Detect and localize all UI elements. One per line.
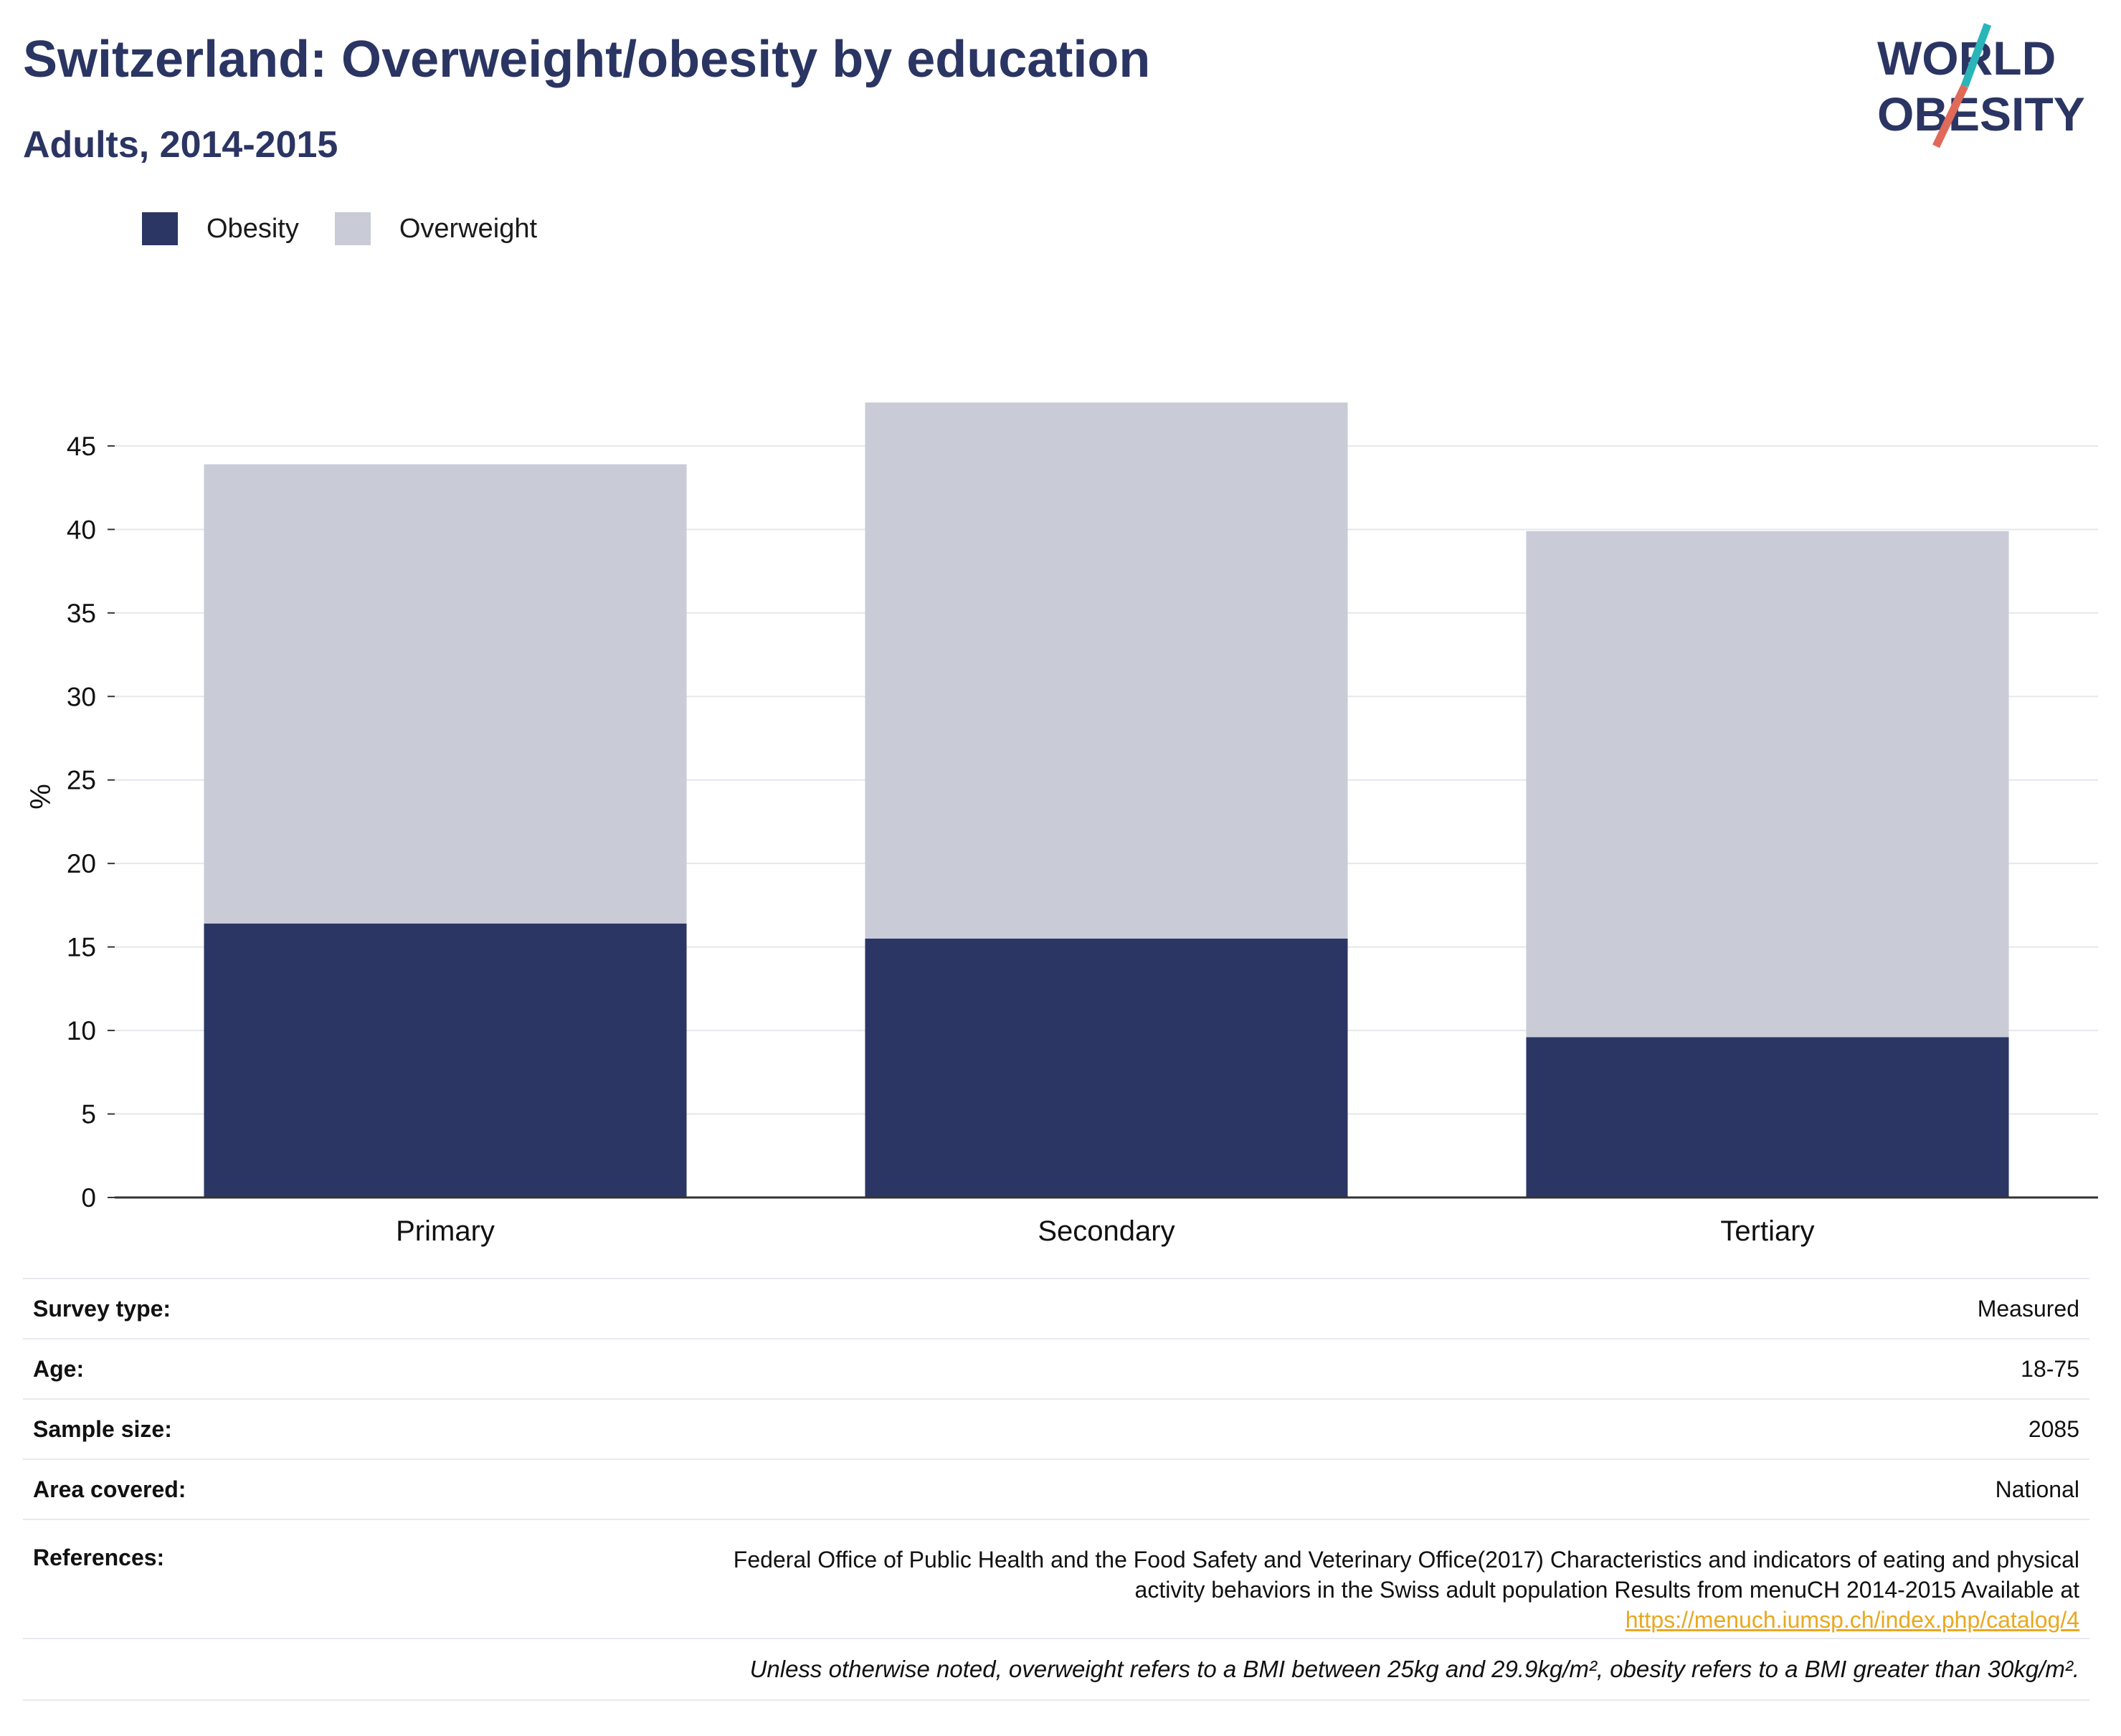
meta-row-references: References: Federal Office of Public Hea… xyxy=(23,1519,2089,1638)
legend-label-obesity: Obesity xyxy=(207,213,299,244)
references-link[interactable]: https://menuch.iumsp.ch/index.php/catalo… xyxy=(1625,1607,2079,1633)
chart-subtitle: Adults, 2014-2015 xyxy=(23,124,338,166)
logo-text-obesity: OBESITY xyxy=(1877,87,2085,141)
survey-metadata: Survey type: Measured Age: 18-75 Sample … xyxy=(23,1278,2089,1701)
logo-slash-teal xyxy=(1960,23,1992,87)
chart-title: Switzerland: Overweight/obesity by educa… xyxy=(23,31,1151,88)
y-tick-label: 5 xyxy=(81,1100,96,1129)
legend: Obesity Overweight xyxy=(142,212,573,245)
bar-obesity-primary xyxy=(204,924,687,1197)
meta-row-area-covered: Area covered: National xyxy=(23,1458,2089,1519)
world-obesity-logo: WORLD OBESITY xyxy=(1877,23,2085,148)
y-tick-label: 25 xyxy=(67,766,96,795)
bar-overweight-tertiary xyxy=(1526,531,2009,1038)
meta-value: 2085 xyxy=(2028,1416,2079,1442)
y-tick-label: 40 xyxy=(67,515,96,544)
logo-slash-coral xyxy=(1932,84,1968,148)
meta-row-age: Age: 18-75 xyxy=(23,1338,2089,1398)
y-tick-label: 0 xyxy=(81,1183,96,1213)
meta-label: Area covered: xyxy=(33,1476,186,1502)
legend-label-overweight: Overweight xyxy=(399,213,538,244)
meta-row-survey-type: Survey type: Measured xyxy=(23,1278,2089,1338)
x-tick-label: Tertiary xyxy=(1720,1215,1814,1247)
meta-value: 18-75 xyxy=(2021,1356,2079,1382)
note-text: Unless otherwise noted, overweight refer… xyxy=(749,1656,2079,1682)
bmi-definition-note: Unless otherwise noted, overweight refer… xyxy=(23,1638,2089,1701)
y-tick-label: 45 xyxy=(67,432,96,461)
references-line-1: Federal Office of Public Health and the … xyxy=(733,1547,2079,1573)
y-tick-label: 35 xyxy=(67,599,96,628)
meta-value: National xyxy=(1995,1476,2079,1502)
meta-label: Sample size: xyxy=(33,1415,172,1442)
legend-swatch-obesity xyxy=(142,212,178,245)
y-tick-label: 10 xyxy=(67,1016,96,1045)
stacked-bar-chart: 0 5 10 15 20 25 30 35 40 45% Primary Secondary Terti… xyxy=(25,402,2098,1247)
legend-swatch-overweight xyxy=(334,212,371,245)
bar-overweight-primary xyxy=(204,464,687,924)
meta-label: Survey type: xyxy=(33,1295,171,1322)
meta-label: References: xyxy=(33,1545,165,1570)
x-tick-label: Primary xyxy=(396,1215,495,1247)
legend-item-overweight[interactable]: Overweight xyxy=(334,212,538,245)
references-text: Federal Office of Public Health and the … xyxy=(734,1545,2079,1635)
meta-row-sample-size: Sample size: 2085 xyxy=(23,1398,2089,1458)
bar-overweight-secondary xyxy=(865,402,1348,939)
y-axis-label: % xyxy=(25,784,57,810)
y-tick-label: 15 xyxy=(67,933,96,962)
y-tick-label: 30 xyxy=(67,682,96,711)
y-tick-label: 20 xyxy=(67,849,96,878)
references-line-2: activity behaviors in the Swiss adult po… xyxy=(1134,1577,2079,1603)
meta-label: Age: xyxy=(33,1355,85,1382)
legend-item-obesity[interactable]: Obesity xyxy=(142,212,299,245)
bar-obesity-tertiary xyxy=(1526,1037,2009,1197)
meta-value: Measured xyxy=(1977,1296,2079,1322)
x-tick-label: Secondary xyxy=(1038,1215,1175,1247)
bar-obesity-secondary xyxy=(865,938,1348,1197)
